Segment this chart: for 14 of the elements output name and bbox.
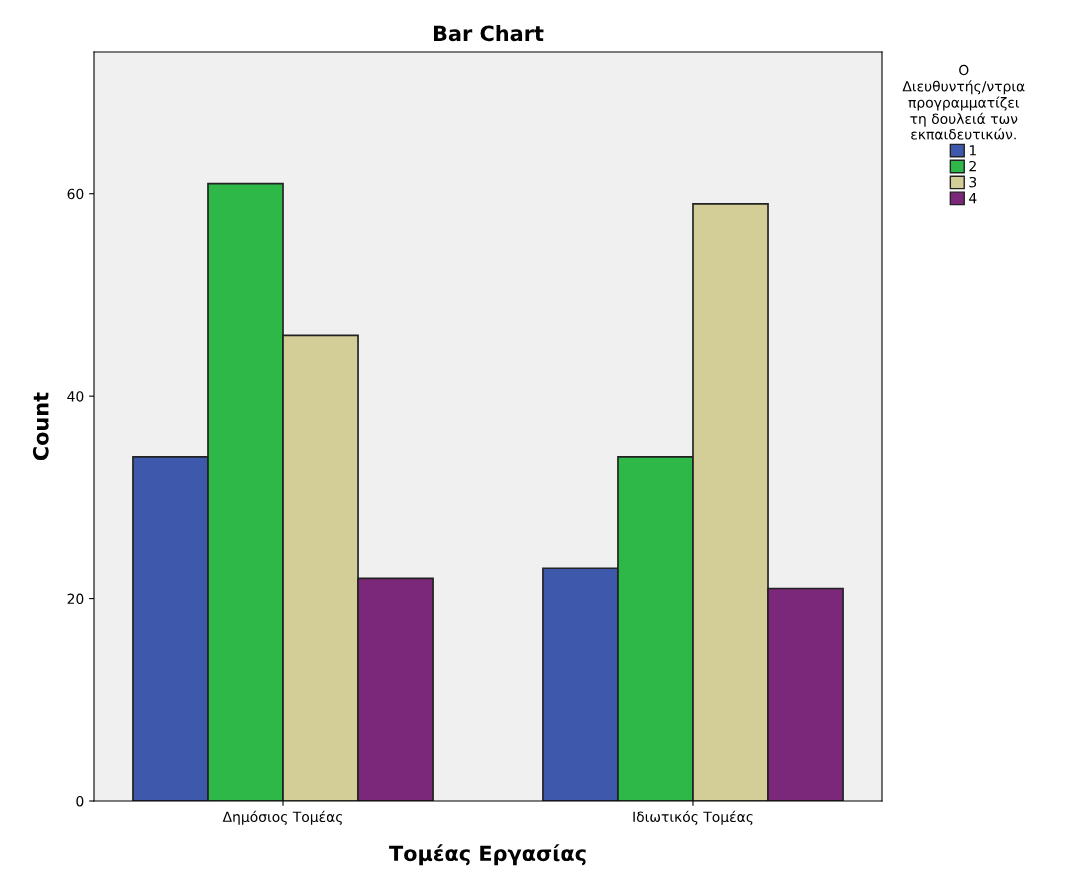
legend-title: Ο Διευθυντής/ντρια προγραμματίζει τη δουλειά των εκπαιδευτικών.: [902, 64, 1025, 140]
y-axis-title: Count: [32, 392, 49, 461]
y-tick-label: 40: [67, 391, 84, 402]
x-tick-label: Ιδιωτικός Τομέας: [633, 810, 753, 825]
legend-label: 2: [969, 160, 976, 172]
y-tick-label: 0: [76, 795, 84, 807]
legend-label: 1: [969, 145, 976, 156]
y-tick-label: 20: [67, 593, 84, 605]
legend-label: 4: [969, 193, 977, 204]
x-tick-label: Δημόσιος Τομέας: [222, 810, 343, 825]
chart-title: Bar Chart: [433, 25, 544, 42]
legend-label: 3: [969, 176, 977, 188]
x-axis-title: Τομέας Εργασίας: [389, 844, 586, 866]
y-tick-label: 60: [67, 188, 84, 200]
